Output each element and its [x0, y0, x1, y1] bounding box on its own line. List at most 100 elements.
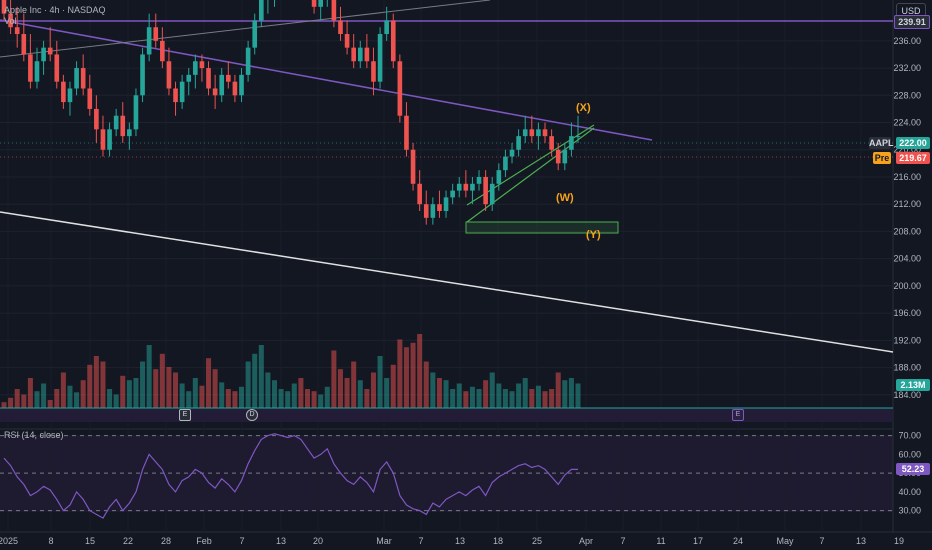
volume-bar: [502, 389, 508, 422]
volume-bar: [390, 364, 396, 422]
candle-body: [390, 20, 396, 62]
last-price-tag: 222.00: [896, 137, 930, 149]
rsi-line: [3, 433, 578, 519]
volume-bar: [298, 378, 304, 422]
volume-bar: [410, 342, 416, 422]
candle-body: [575, 136, 581, 138]
rsi-tick-label: 40.00: [898, 487, 921, 497]
candle-body: [186, 74, 192, 82]
candle-body: [193, 61, 198, 75]
target-zone-box[interactable]: [465, 221, 619, 234]
time-tick-label: 11: [656, 536, 665, 546]
candle-body: [87, 88, 93, 109]
volume-bar: [232, 391, 238, 422]
price-tick-label: 184.00: [893, 390, 921, 400]
volume-bar: [291, 383, 297, 422]
volume-bar: [463, 391, 469, 422]
volume-bar: [496, 383, 502, 422]
candle-body: [100, 129, 106, 150]
wave-label-x: (X): [576, 102, 591, 114]
candle-body: [199, 61, 205, 69]
long-white-trendline[interactable]: [0, 211, 894, 353]
volume-bar: [443, 380, 449, 422]
volume-bar: [436, 378, 442, 422]
candle-body: [80, 68, 86, 89]
candle-body: [470, 183, 475, 191]
time-tick-label: Apr: [579, 536, 593, 546]
volume-bar: [34, 391, 40, 422]
time-tick-label: 15: [85, 536, 95, 546]
volume-bar: [423, 361, 429, 422]
candle-body: [437, 204, 442, 212]
candle-body: [529, 129, 535, 137]
volume-bar: [516, 383, 522, 422]
volume-bar: [173, 372, 179, 422]
volume-bar: [535, 385, 541, 422]
price-tick-label: 228.00: [893, 90, 921, 100]
candle-body: [113, 115, 119, 130]
candle-body: [443, 197, 449, 212]
candle-body: [67, 88, 73, 103]
candle-body: [179, 81, 185, 103]
candle-body: [1, 0, 7, 14]
candle-body: [450, 190, 455, 198]
candle-body: [562, 149, 568, 164]
descending-trendline[interactable]: [0, 19, 653, 141]
rsi-value-tag: 52.23: [896, 463, 930, 475]
candle-body: [54, 54, 60, 82]
volume-bar: [80, 380, 86, 422]
dividend-event-icon[interactable]: D: [246, 409, 258, 421]
candle-body: [259, 0, 264, 21]
candle-body: [8, 13, 13, 28]
ascending-gray-line[interactable]: [0, 0, 491, 58]
volume-bar: [159, 353, 165, 422]
volume-bar: [212, 369, 218, 422]
upcoming-earnings-icon[interactable]: E: [732, 409, 744, 421]
price-tick-label: 192.00: [893, 335, 921, 345]
volume-bar: [469, 386, 475, 422]
candle-body: [569, 136, 574, 150]
time-tick-label: 8: [48, 536, 53, 546]
rsi-legend: RSI (14, close): [4, 430, 64, 440]
price-tick-label: 208.00: [893, 226, 921, 236]
time-tick-label: 20: [313, 536, 323, 546]
price-tick-label: 200.00: [893, 281, 921, 291]
volume-bar: [126, 380, 132, 422]
candle-body: [430, 204, 436, 218]
volume-bar: [199, 385, 205, 422]
earnings-event-icon[interactable]: E: [179, 409, 191, 421]
time-tick-label: 7: [239, 536, 244, 546]
rsi-band-fill: [0, 435, 893, 512]
candle-body: [160, 40, 165, 62]
pre-label-tag: Pre: [873, 152, 891, 164]
candle-body: [351, 47, 356, 62]
volume-bar: [219, 382, 225, 422]
volume-bar: [311, 391, 317, 422]
volume-bar: [140, 361, 146, 422]
volume-legend: Vol: [4, 16, 17, 26]
candle-body: [364, 47, 370, 62]
volume-bar: [456, 383, 462, 422]
volume-bar: [27, 378, 33, 422]
volume-bar: [377, 356, 383, 422]
candle-body: [371, 61, 376, 82]
candle-body: [74, 68, 79, 89]
volume-bar: [331, 350, 337, 422]
candle-body: [94, 108, 99, 130]
candle-body: [21, 34, 27, 55]
time-tick-label: 28: [161, 536, 171, 546]
candle-body: [344, 34, 350, 48]
volume-bar: [476, 389, 482, 422]
volume-bar: [397, 339, 403, 422]
candle-body: [34, 61, 40, 82]
chart-title: Apple Inc · 4h · NASDAQ: [4, 5, 106, 15]
candle-body: [496, 170, 502, 184]
time-tick-label: 13: [455, 536, 465, 546]
volume-bar: [133, 378, 139, 422]
time-tick-label: 19: [894, 536, 904, 546]
candle-body: [483, 176, 488, 205]
rsi-tick-label: 30.00: [898, 506, 921, 516]
volume-bar: [529, 389, 535, 422]
volume-bar: [107, 389, 113, 422]
